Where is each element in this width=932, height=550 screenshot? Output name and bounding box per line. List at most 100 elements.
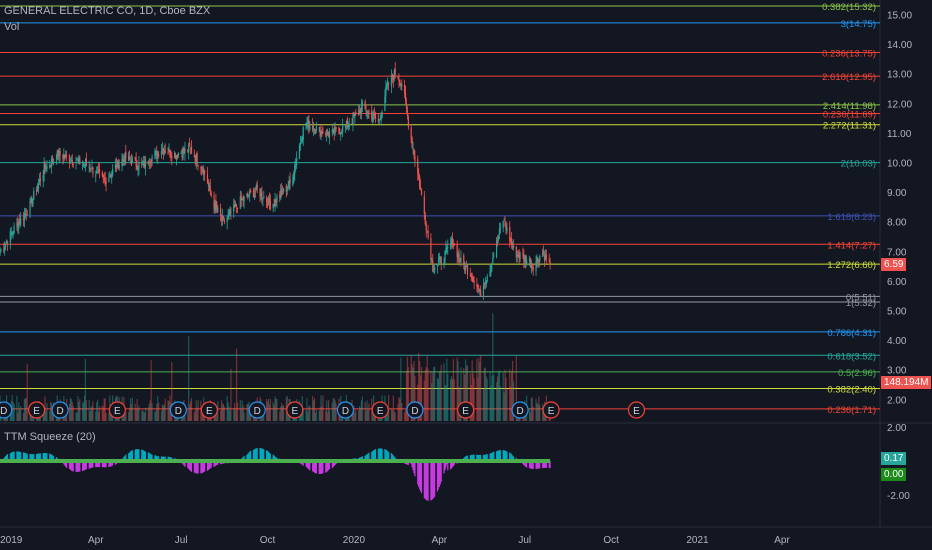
- volume-bar: [105, 412, 107, 421]
- candle-body: [373, 113, 375, 117]
- candle-body: [288, 181, 290, 188]
- candle-body: [472, 277, 474, 283]
- momentum-bar: [136, 449, 138, 461]
- momentum-bar: [215, 461, 217, 466]
- volume-bar: [268, 404, 271, 421]
- candle-body: [378, 120, 380, 122]
- dividend-marker[interactable]: D: [406, 401, 424, 419]
- candle-body: [460, 257, 462, 262]
- volume-bar: [445, 385, 447, 421]
- earnings-marker[interactable]: E: [457, 401, 475, 419]
- earnings-marker[interactable]: E: [286, 401, 304, 419]
- candle-body: [545, 255, 547, 260]
- candle-body: [484, 282, 486, 285]
- price-axis-tick: 5.00: [887, 307, 907, 318]
- volume-bar: [128, 411, 130, 421]
- momentum-bar: [496, 451, 498, 461]
- candle-body: [134, 157, 136, 160]
- candle-body: [203, 168, 205, 176]
- candle-body: [366, 113, 368, 115]
- volume-bar: [151, 402, 153, 421]
- dividend-marker[interactable]: D: [248, 401, 266, 419]
- volume-bar: [281, 402, 283, 421]
- volume-bar: [142, 409, 144, 421]
- candle-body: [33, 191, 35, 200]
- momentum-bar: [444, 461, 446, 471]
- fib-level-label: 0.236(11.69): [823, 109, 876, 120]
- fib-level-label: 2(10.03): [841, 159, 876, 170]
- dividend-marker[interactable]: D: [511, 401, 529, 419]
- momentum-bar: [9, 453, 11, 461]
- candle-body: [101, 172, 103, 176]
- candle-body: [299, 143, 302, 145]
- volume-bar: [287, 411, 289, 421]
- candle-body: [55, 160, 57, 163]
- candle-body: [83, 165, 86, 167]
- candle-body: [295, 163, 297, 165]
- momentum-bar: [543, 461, 546, 468]
- momentum-bar: [206, 461, 209, 471]
- volume-bar: [491, 375, 493, 421]
- momentum-bar: [18, 451, 20, 461]
- earnings-marker[interactable]: E: [108, 401, 126, 419]
- volume-bar: [368, 403, 370, 421]
- volume-bar: [12, 402, 14, 421]
- candle-body: [322, 132, 324, 134]
- candle-body: [482, 285, 485, 298]
- price-axis-tick: 11.00: [887, 129, 912, 140]
- volume-bar: [46, 403, 48, 421]
- candle-body: [162, 147, 164, 155]
- candle-body: [538, 259, 540, 262]
- volume-bar: [536, 402, 538, 421]
- earnings-marker[interactable]: E: [627, 401, 646, 419]
- momentum-bar: [147, 452, 149, 461]
- momentum-bar: [102, 461, 104, 468]
- momentum-bar: [512, 456, 515, 461]
- candle-body: [241, 198, 243, 200]
- svg-text:D: D: [411, 406, 418, 417]
- indicator-value-tag: 0.17: [881, 452, 907, 465]
- dividend-marker[interactable]: D: [51, 401, 69, 419]
- candle-body: [112, 169, 114, 176]
- momentum-bar: [143, 451, 146, 461]
- dividend-marker[interactable]: D: [336, 401, 355, 419]
- svg-text:D: D: [175, 406, 182, 417]
- momentum-bar: [482, 454, 485, 461]
- momentum-bar: [92, 461, 94, 468]
- candle-body: [92, 167, 94, 174]
- earnings-marker[interactable]: E: [542, 401, 560, 419]
- candle-body: [371, 110, 373, 120]
- volume-bar: [168, 401, 170, 421]
- candle-body: [184, 148, 186, 154]
- earnings-marker[interactable]: E: [371, 401, 389, 419]
- candle-body: [18, 222, 20, 229]
- dividend-marker[interactable]: D: [0, 401, 13, 419]
- earnings-marker[interactable]: E: [28, 401, 46, 419]
- candle-body: [90, 171, 92, 173]
- momentum-bar: [510, 453, 512, 461]
- volume-bar: [45, 410, 47, 421]
- volume-bar: [223, 406, 225, 421]
- volume-bar: [76, 412, 78, 421]
- momentum-bar: [247, 453, 249, 461]
- volume-bar: [249, 411, 251, 421]
- candle-body: [193, 155, 195, 158]
- time-axis-tick: Jul: [518, 535, 531, 546]
- momentum-bar: [44, 452, 46, 461]
- volume-bar: [164, 398, 166, 421]
- volume-bar: [498, 370, 501, 421]
- momentum-bar: [193, 461, 195, 473]
- momentum-bar: [306, 461, 308, 468]
- svg-text:D: D: [254, 406, 261, 417]
- momentum-bar: [314, 461, 317, 474]
- volume-bar: [227, 402, 229, 421]
- dividend-marker[interactable]: D: [169, 401, 187, 419]
- volume-bars: [0, 313, 551, 421]
- earnings-marker[interactable]: E: [200, 401, 218, 419]
- svg-text:D: D: [56, 406, 63, 417]
- candle-body: [390, 75, 393, 87]
- volume-bar: [332, 398, 334, 421]
- volume-bar: [411, 364, 413, 421]
- volume-bar: [156, 404, 158, 421]
